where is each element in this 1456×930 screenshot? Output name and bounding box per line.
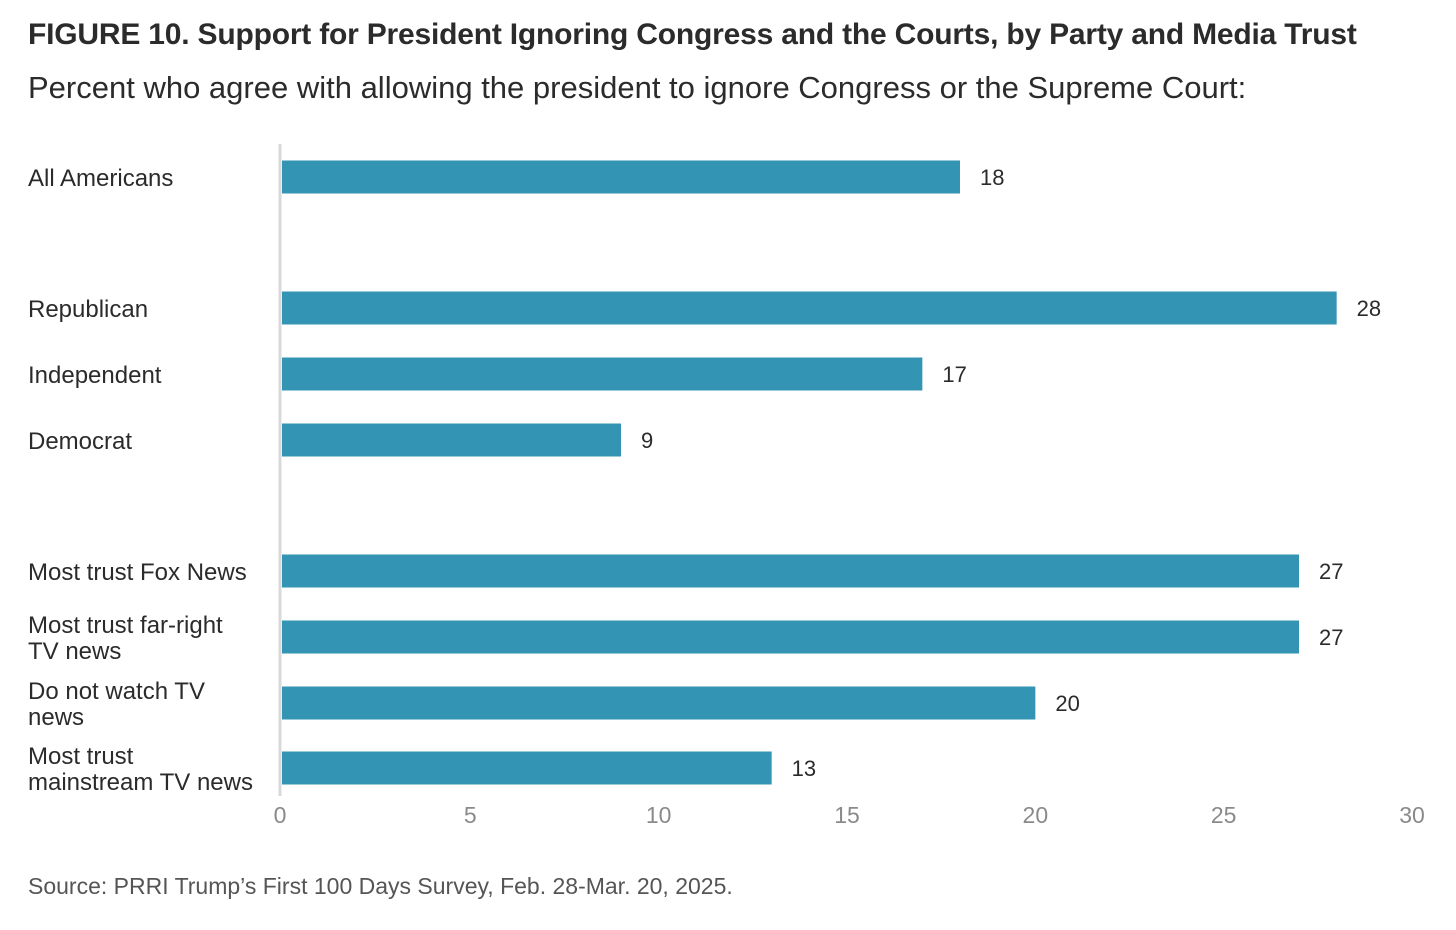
bar-4 — [282, 554, 1299, 588]
category-label-7-line-0: Most trust — [28, 743, 134, 770]
x-tick-label-5: 5 — [464, 802, 477, 828]
value-label-7: 13 — [792, 756, 816, 781]
x-axis-ticks: 0 5 10 15 20 25 30 — [274, 802, 1425, 828]
category-label-7-line-1: mainstream TV news — [28, 769, 253, 796]
value-label-4: 27 — [1319, 559, 1343, 584]
category-label-1: Republican — [28, 296, 148, 323]
source-note: Source: PRRI Trump’s First 100 Days Surv… — [28, 873, 733, 899]
chart-subtitle: Percent who agree with allowing the pres… — [28, 70, 1247, 105]
value-label-3: 9 — [641, 428, 653, 453]
value-label-6: 20 — [1055, 691, 1079, 716]
value-label-5: 27 — [1319, 625, 1343, 650]
category-label-5-line-1: TV news — [28, 638, 121, 665]
value-label-1: 28 — [1357, 296, 1381, 321]
bar-2 — [282, 357, 923, 391]
x-tick-label-30: 30 — [1399, 802, 1425, 828]
category-label-5-line-0: Most trust far-right — [28, 612, 223, 639]
bar-5 — [282, 620, 1299, 654]
x-tick-label-25: 25 — [1211, 802, 1237, 828]
category-label-4: Most trust Fox News — [28, 559, 247, 586]
bars-layer — [282, 160, 1337, 785]
category-label-6-line-1: news — [28, 704, 84, 731]
category-label-3: Democrat — [28, 428, 132, 455]
value-label-2: 17 — [942, 362, 966, 387]
x-tick-label-0: 0 — [274, 802, 287, 828]
bar-1 — [282, 291, 1337, 325]
bar-3 — [282, 423, 621, 457]
chart-title: FIGURE 10. Support for President Ignorin… — [28, 18, 1357, 51]
bar-0 — [282, 160, 960, 194]
bar-7 — [282, 751, 772, 785]
x-tick-label-15: 15 — [834, 802, 860, 828]
labels-layer: 18 All Americans 28 Republican 17 Independent… — [28, 165, 1381, 796]
category-label-0: All Americans — [28, 165, 173, 192]
category-label-2: Independent — [28, 362, 162, 389]
x-tick-label-10: 10 — [646, 802, 672, 828]
x-tick-label-20: 20 — [1023, 802, 1049, 828]
bar-6 — [282, 686, 1036, 720]
value-label-0: 18 — [980, 165, 1004, 190]
category-label-6-line-0: Do not watch TV — [28, 678, 205, 705]
